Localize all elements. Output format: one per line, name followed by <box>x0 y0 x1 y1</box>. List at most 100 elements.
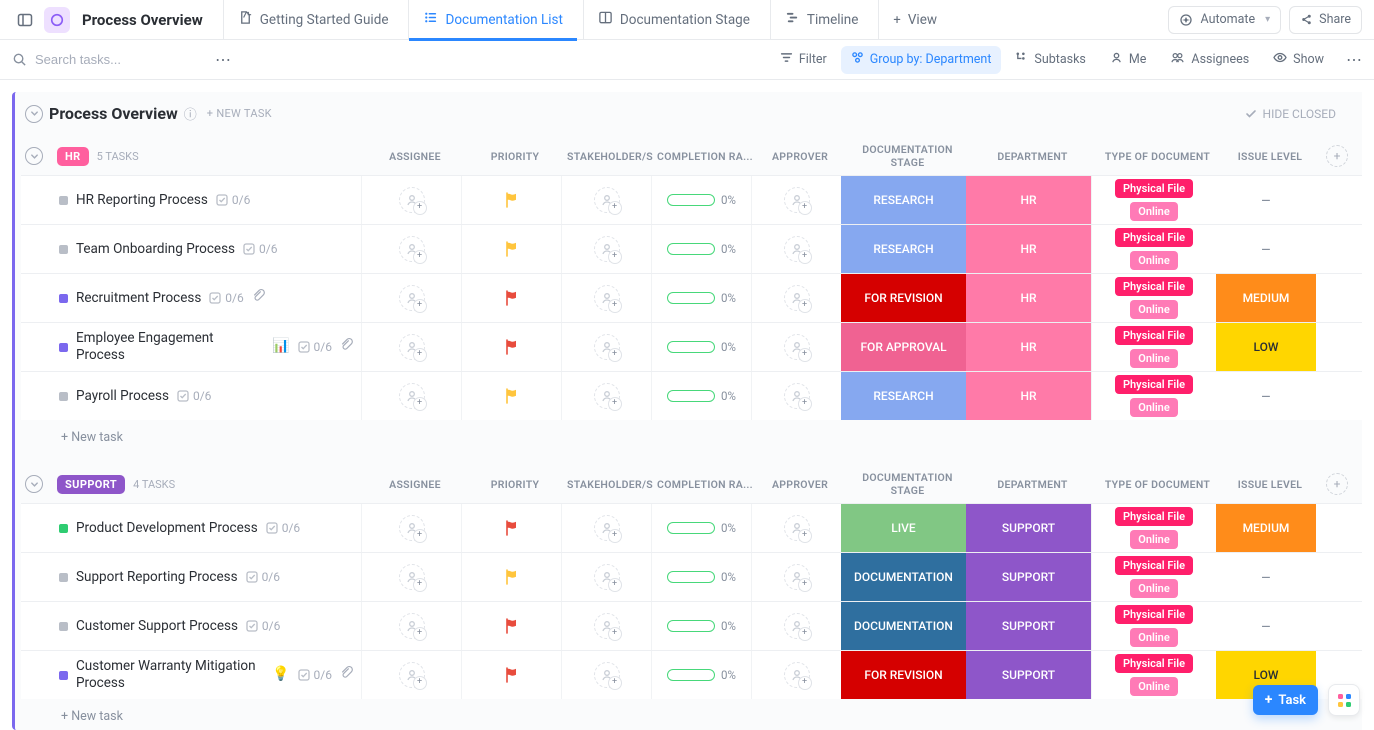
department-cell[interactable]: SUPPORT <box>966 553 1091 601</box>
department-cell[interactable]: SUPPORT <box>966 504 1091 552</box>
issue-level-cell[interactable]: LOW <box>1216 323 1316 371</box>
view-tab-view[interactable]: +View <box>878 0 951 40</box>
column-header[interactable]: COMPLETION RA... <box>655 478 755 491</box>
task-name[interactable]: Product Development Process <box>76 520 258 537</box>
info-icon[interactable]: ⓘ <box>184 104 197 123</box>
view-tab-getting-started-guide[interactable]: Getting Started Guide <box>223 0 403 40</box>
task-row[interactable]: Recruitment Process0/60%FOR REVISIONHRPh… <box>21 273 1362 322</box>
assignee-placeholder[interactable] <box>784 236 810 262</box>
apps-button[interactable] <box>1328 684 1360 716</box>
column-header[interactable]: DOCUMENTATION STAGE <box>845 471 970 497</box>
column-header[interactable]: ASSIGNEE <box>365 478 465 491</box>
doc-stage-cell[interactable]: LIVE <box>841 504 966 552</box>
new-task-link[interactable]: + NEW TASK <box>207 107 272 120</box>
issue-level-cell[interactable]: – <box>1216 176 1316 224</box>
assignee-placeholder[interactable] <box>594 334 620 360</box>
column-header[interactable]: TYPE OF DOCUMENT <box>1095 478 1220 491</box>
status-square-icon[interactable] <box>59 524 68 533</box>
task-row[interactable]: Product Development Process0/60%LIVESUPP… <box>21 503 1362 552</box>
view-tab-documentation-list[interactable]: Documentation List <box>408 0 576 40</box>
task-row[interactable]: Employee Engagement Process📊0/60%FOR APP… <box>21 322 1362 371</box>
assignee-placeholder[interactable] <box>784 515 810 541</box>
column-header[interactable]: DOCUMENTATION STAGE <box>845 143 970 169</box>
column-header[interactable]: APPROVER <box>755 150 845 163</box>
status-square-icon[interactable] <box>59 392 68 401</box>
hide-closed-button[interactable]: HIDE CLOSED <box>1245 107 1336 121</box>
assignee-placeholder[interactable] <box>784 187 810 213</box>
column-header[interactable]: STAKEHOLDER/S <box>565 150 655 163</box>
doc-stage-cell[interactable]: FOR APPROVAL <box>841 323 966 371</box>
assignee-placeholder[interactable] <box>594 662 620 688</box>
group-badge[interactable]: SUPPORT <box>57 475 125 494</box>
collapse-group-icon[interactable] <box>25 475 43 493</box>
assignee-placeholder[interactable] <box>784 334 810 360</box>
task-name[interactable]: Recruitment Process <box>76 290 201 307</box>
column-header[interactable]: ISSUE LEVEL <box>1220 478 1320 491</box>
column-header[interactable]: PRIORITY <box>465 478 565 491</box>
column-header[interactable]: COMPLETION RA... <box>655 150 755 163</box>
attachment-icon[interactable] <box>340 338 353 356</box>
doc-type-cell[interactable]: Physical FileOnline <box>1091 372 1216 420</box>
new-task-inline[interactable]: + New task <box>21 699 1362 728</box>
search-more-icon[interactable]: ⋯ <box>215 50 231 69</box>
assignee-placeholder[interactable] <box>594 564 620 590</box>
add-column-button[interactable]: + <box>1326 473 1348 495</box>
toolbar-chip-subtasks[interactable]: Subtasks <box>1005 46 1095 74</box>
doc-stage-cell[interactable]: RESEARCH <box>841 372 966 420</box>
doc-stage-cell[interactable]: DOCUMENTATION <box>841 602 966 650</box>
task-name[interactable]: Payroll Process <box>76 388 169 405</box>
subtask-count[interactable]: 0/6 <box>177 389 211 404</box>
issue-level-cell[interactable]: – <box>1216 225 1316 273</box>
new-task-fab[interactable]: + Task <box>1253 685 1318 715</box>
toolbar-more-icon[interactable]: ⋯ <box>1346 50 1362 69</box>
subtask-count[interactable]: 0/6 <box>266 521 300 536</box>
doc-stage-cell[interactable]: RESEARCH <box>841 225 966 273</box>
priority-flag-icon[interactable] <box>504 290 519 306</box>
search-input[interactable] <box>35 52 195 67</box>
view-tab-timeline[interactable]: Timeline <box>770 0 873 40</box>
assignee-placeholder[interactable] <box>784 564 810 590</box>
add-column-button[interactable]: + <box>1326 145 1348 167</box>
column-header[interactable]: ASSIGNEE <box>365 150 465 163</box>
status-square-icon[interactable] <box>59 573 68 582</box>
column-header[interactable]: PRIORITY <box>465 150 565 163</box>
assignee-placeholder[interactable] <box>594 383 620 409</box>
toolbar-chip-assignees[interactable]: Assignees <box>1160 46 1259 74</box>
status-square-icon[interactable] <box>59 196 68 205</box>
assignee-placeholder[interactable] <box>399 383 425 409</box>
toolbar-chip-me[interactable]: Me <box>1100 46 1157 74</box>
subtask-count[interactable]: 0/6 <box>246 619 280 634</box>
assignee-placeholder[interactable] <box>399 285 425 311</box>
assignee-placeholder[interactable] <box>784 613 810 639</box>
priority-flag-icon[interactable] <box>504 241 519 257</box>
assignee-placeholder[interactable] <box>784 383 810 409</box>
doc-type-cell[interactable]: Physical FileOnline <box>1091 176 1216 224</box>
priority-flag-icon[interactable] <box>504 569 519 585</box>
doc-type-cell[interactable]: Physical FileOnline <box>1091 504 1216 552</box>
column-header[interactable]: DEPARTMENT <box>970 150 1095 163</box>
priority-flag-icon[interactable] <box>504 339 519 355</box>
priority-flag-icon[interactable] <box>504 618 519 634</box>
column-header[interactable]: ISSUE LEVEL <box>1220 150 1320 163</box>
task-row[interactable]: Customer Support Process0/60%DOCUMENTATI… <box>21 601 1362 650</box>
automate-button[interactable]: Automate ▾ <box>1168 6 1282 34</box>
subtask-count[interactable]: 0/6 <box>209 291 243 306</box>
status-square-icon[interactable] <box>59 245 68 254</box>
status-square-icon[interactable] <box>59 343 68 352</box>
department-cell[interactable]: HR <box>966 323 1091 371</box>
issue-level-cell[interactable]: – <box>1216 372 1316 420</box>
priority-flag-icon[interactable] <box>504 667 519 683</box>
priority-flag-icon[interactable] <box>504 192 519 208</box>
task-name[interactable]: Employee Engagement Process <box>76 330 264 364</box>
issue-level-cell[interactable]: MEDIUM <box>1216 504 1316 552</box>
doc-type-cell[interactable]: Physical FileOnline <box>1091 323 1216 371</box>
assignee-placeholder[interactable] <box>399 187 425 213</box>
assignee-placeholder[interactable] <box>399 613 425 639</box>
issue-level-cell[interactable]: – <box>1216 602 1316 650</box>
column-header[interactable]: DEPARTMENT <box>970 478 1095 491</box>
task-name[interactable]: HR Reporting Process <box>76 192 208 209</box>
doc-type-cell[interactable]: Physical FileOnline <box>1091 553 1216 601</box>
department-cell[interactable]: SUPPORT <box>966 602 1091 650</box>
assignee-placeholder[interactable] <box>399 662 425 688</box>
status-square-icon[interactable] <box>59 671 68 680</box>
